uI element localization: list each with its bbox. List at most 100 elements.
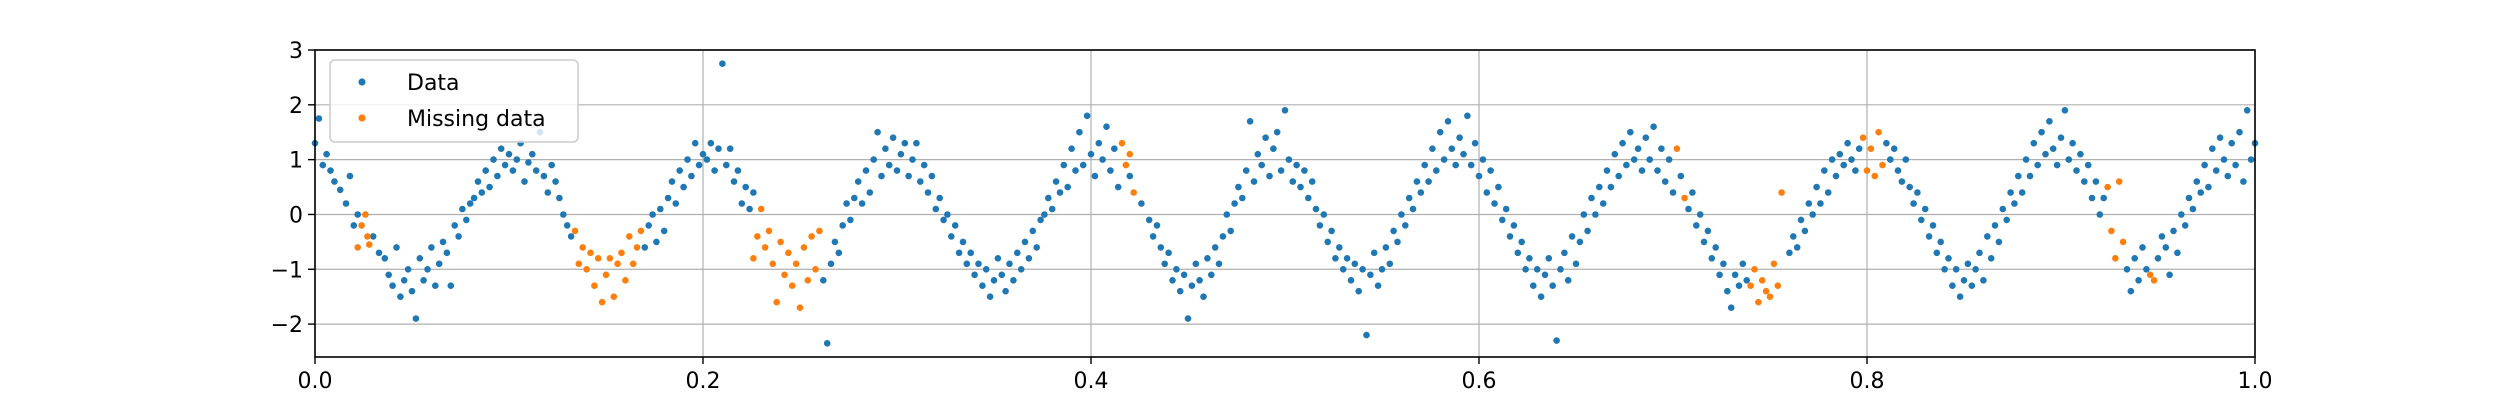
data-point [474, 178, 482, 185]
data-point [1991, 222, 1999, 229]
data-point [874, 128, 881, 136]
missing-data-point [2112, 254, 2119, 262]
data-point [823, 340, 831, 347]
data-point [1619, 139, 1626, 147]
data-point [827, 260, 835, 268]
data-point [1433, 167, 1440, 174]
data-point [2042, 150, 2049, 158]
data-point [393, 244, 400, 251]
data-point [1817, 200, 1824, 207]
data-point [1460, 150, 1467, 158]
data-point [2205, 183, 2212, 191]
missing-data-point [765, 227, 773, 235]
data-point [1045, 194, 1052, 202]
data-point [1037, 216, 1044, 224]
data-point [1246, 118, 1254, 125]
data-point [1079, 161, 1087, 169]
data-point [959, 238, 967, 246]
data-point [439, 238, 447, 246]
data-point [1153, 222, 1161, 229]
y-tick-label: 1 [289, 149, 303, 174]
data-point [1394, 238, 1401, 246]
missing-data-point [633, 244, 641, 251]
data-point [963, 260, 971, 268]
data-point [1929, 222, 1937, 229]
data-point [451, 222, 459, 229]
data-point [1541, 271, 1549, 279]
x-tick-label: 1.0 [2238, 369, 2273, 394]
data-point [1444, 118, 1452, 125]
data-point [1072, 167, 1079, 174]
data-point [1941, 266, 1948, 273]
data-point [862, 167, 870, 174]
data-point [1902, 156, 1910, 163]
data-point [540, 172, 548, 180]
data-point [1068, 145, 1075, 152]
data-point [1192, 260, 1200, 268]
missing-data-point [364, 233, 371, 240]
data-point [1289, 178, 1297, 185]
missing-data-point [804, 277, 812, 284]
data-point [858, 200, 866, 207]
data-point [1832, 172, 1840, 180]
data-point [1308, 178, 1316, 185]
data-point [2061, 107, 2069, 114]
data-point [2193, 178, 2201, 185]
data-point [2158, 233, 2166, 240]
data-point [1580, 211, 1588, 218]
data-point [1056, 189, 1064, 196]
data-point [501, 161, 509, 169]
data-point [2096, 211, 2104, 218]
data-point [369, 233, 377, 240]
data-point [1949, 282, 1956, 290]
data-point [1533, 266, 1541, 273]
data-point [505, 150, 513, 158]
data-point [1200, 293, 1207, 301]
data-point [657, 205, 664, 213]
x-tick-label: 0.6 [1462, 369, 1497, 394]
data-point [1883, 139, 1890, 147]
data-point [1343, 254, 1351, 262]
data-point [924, 189, 932, 196]
data-point [1716, 271, 1723, 279]
data-point [1809, 211, 1816, 218]
data-point [1145, 216, 1153, 224]
data-point [1052, 178, 1060, 185]
missing-data-point [800, 244, 808, 251]
data-point [2185, 194, 2193, 202]
data-point [2069, 139, 2076, 147]
data-series-points [311, 60, 2259, 347]
data-point [2178, 211, 2185, 218]
data-point [1642, 134, 1650, 141]
data-point [2034, 161, 2041, 169]
data-point [1188, 282, 1196, 290]
data-point [1169, 277, 1176, 284]
data-point [2174, 249, 2181, 257]
missing-data-point [1879, 161, 1886, 169]
data-point [905, 172, 912, 180]
data-point [1638, 167, 1646, 174]
data-point [1266, 172, 1273, 180]
data-point [703, 156, 711, 163]
data-point [1564, 277, 1572, 284]
data-point [1514, 249, 1522, 257]
data-point [1925, 233, 1933, 240]
missing-data-point [2146, 271, 2154, 279]
data-point [1615, 172, 1622, 180]
data-point [1211, 244, 1219, 251]
data-point [385, 271, 393, 279]
y-tick-label: 0 [289, 203, 303, 228]
data-point [2247, 156, 2255, 163]
data-point [1180, 271, 1188, 279]
missing-data-point [1118, 139, 1126, 147]
data-point [1576, 238, 1584, 246]
data-point [1196, 277, 1203, 284]
data-point [882, 145, 889, 152]
data-point [649, 211, 656, 218]
data-point [2022, 156, 2030, 163]
missing-data-point [1762, 287, 1770, 295]
x-tick-label: 0.0 [298, 369, 333, 394]
missing-data-point [1863, 167, 1871, 174]
missing-data-point [579, 244, 586, 251]
